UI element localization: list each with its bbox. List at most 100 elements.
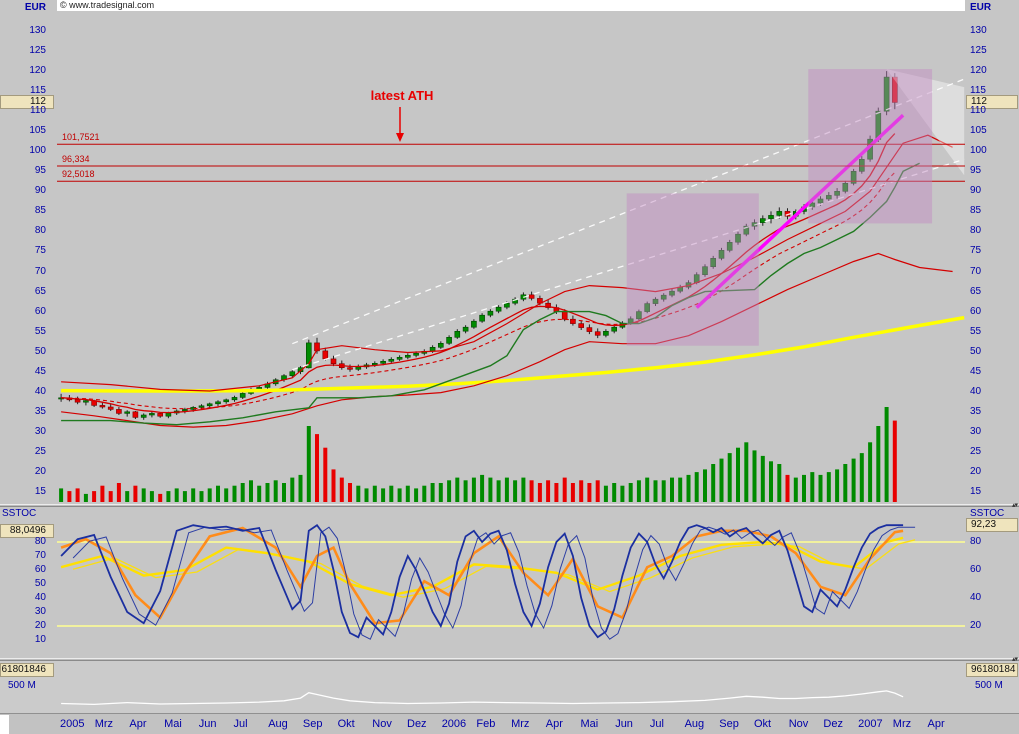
stochastic-value-marker-right: 92,23 [966, 517, 1018, 532]
axis-tick: 20 [34, 465, 46, 477]
splitter-arrows-icon[interactable]: ▴▾ [1011, 656, 1018, 663]
date-label: Dez [407, 718, 427, 730]
date-label: Mai [164, 718, 182, 730]
panel-splitter-2[interactable]: ▴▾ [0, 656, 1019, 663]
panel-splitter-1[interactable]: ▴▾ [0, 502, 1019, 509]
date-label: Nov [372, 718, 392, 730]
axis-tick: 80 [970, 536, 982, 547]
axis-tick: 15 [34, 486, 46, 497]
ath-annotation-text: latest ATH [370, 88, 434, 103]
ma-fast-red [61, 133, 896, 414]
volume-value-marker-left: 61801846 [0, 663, 54, 677]
date-label: Dez [823, 718, 843, 730]
date-label: Mrz [892, 718, 912, 730]
axis-tick: 50 [34, 578, 46, 589]
date-label: Apr [545, 718, 563, 730]
currency-label-left: EUR [24, 2, 46, 13]
volume-panel: 61801846 500 M 96180184 500 M [0, 661, 1019, 713]
ath-annotation-arrow [396, 107, 404, 142]
axis-tick: 40 [34, 385, 46, 397]
corner-box [0, 715, 9, 734]
axis-tick: 30 [34, 606, 46, 617]
axis-tick: 25 [970, 445, 982, 457]
axis-tick: 15 [970, 486, 982, 497]
axis-tick: 35 [970, 405, 982, 417]
support-line-label: 101,7521 [62, 132, 100, 143]
axis-tick: 25 [34, 445, 46, 457]
stochastic-title-left: SSTOC [2, 508, 37, 519]
stoch-blue-fast-signal [72, 526, 916, 640]
axis-tick: 30 [34, 425, 46, 437]
axis-tick: 40 [970, 385, 982, 397]
axis-tick: 100 [970, 145, 987, 157]
axis-tick: 90 [970, 185, 982, 197]
channel-upper-red [61, 134, 953, 392]
axis-tick: 95 [34, 165, 46, 177]
support-line-label: 92,5018 [62, 169, 95, 180]
date-label: Okt [754, 718, 772, 730]
axis-tick: 125 [29, 45, 46, 57]
axis-tick: 40 [34, 592, 46, 603]
axis-tick: 10 [34, 634, 46, 645]
axis-tick: 35 [34, 405, 46, 417]
axis-tick: 80 [34, 225, 46, 237]
date-label: Jul [649, 718, 664, 730]
time-axis: 2005 Mrz Apr Mai Jun Jul Aug Sep Okt Nov Dez 2006 Fe… [0, 713, 1019, 734]
price-panel: © www.tradesignal.com latest ATH EUR 112… [0, 0, 1019, 504]
axis-tick: 65 [970, 285, 982, 297]
price-axis-right: EUR 112 130 125 120 115 110 105 100 95 90 85 80 75 7… [965, 0, 1019, 504]
date-label: Aug [684, 718, 705, 730]
volume-bars [59, 407, 897, 502]
axis-tick: 50 [970, 345, 982, 357]
axis-tick: 60 [34, 564, 46, 575]
date-label: Feb [476, 718, 496, 730]
date-label: Jul [233, 718, 248, 730]
volume-line-white [61, 690, 904, 706]
volume-axis-right: 96180184 500 M [965, 661, 1019, 713]
axis-tick: 105 [29, 125, 46, 137]
axis-tick: 20 [970, 465, 982, 477]
stop-line-green [61, 162, 920, 426]
date-label: Sep [719, 718, 739, 730]
stochastic-axis-right: SSTOC 92,23 80 60 40 20 [965, 507, 1019, 658]
price-chart-plot[interactable] [0, 0, 1019, 504]
volume-plot[interactable] [0, 661, 1019, 713]
axis-tick: 60 [970, 564, 982, 575]
copyright-band [57, 0, 965, 11]
axis-tick: 110 [970, 105, 986, 117]
stochastic-panel: SSTOC 88,0496 80 70 60 50 40 30 20 10 SSTOC 92,… [0, 507, 1019, 658]
axis-tick: 75 [34, 245, 46, 257]
ma-slow-red-dashed [61, 172, 896, 410]
price-axis-left: EUR 112 130 125 120 115 110 105 100 95 90 85 80 75 7… [0, 0, 56, 504]
trendline-white-lower [292, 158, 965, 371]
axis-tick: 70 [34, 265, 46, 277]
axis-tick: 105 [970, 125, 987, 137]
axis-tick: 110 [30, 105, 46, 117]
stoch-orange [60, 526, 904, 625]
axis-tick: 75 [970, 245, 982, 257]
axis-tick: 90 [34, 185, 46, 197]
stochastic-title-right: SSTOC [970, 508, 1005, 519]
last-price-marker-left: 112 [0, 95, 54, 110]
axis-tick: 30 [970, 425, 982, 437]
axis-tick: 100 [29, 145, 46, 157]
axis-tick: 125 [970, 45, 987, 57]
splitter-arrows-icon[interactable]: ▴▾ [1011, 502, 1018, 509]
axis-tick: 80 [34, 536, 46, 547]
date-label: Apr [129, 718, 147, 730]
axis-tick: 70 [34, 550, 46, 561]
channel-lower-red [61, 252, 953, 428]
date-label: Aug [268, 718, 288, 730]
axis-tick: 40 [970, 592, 982, 603]
date-label: Okt [337, 718, 355, 730]
candles [58, 71, 898, 420]
axis-tick: 85 [970, 205, 982, 217]
sma-long-yellow [61, 315, 965, 393]
date-label: Apr [927, 718, 945, 730]
date-label: Mrz [511, 718, 530, 730]
stochastic-plot[interactable] [0, 507, 1019, 658]
axis-tick: 60 [34, 305, 46, 317]
stochastic-axis-left: SSTOC 88,0496 80 70 60 50 40 30 20 10 [0, 507, 56, 658]
copyright-text: © www.tradesignal.com [60, 0, 155, 10]
